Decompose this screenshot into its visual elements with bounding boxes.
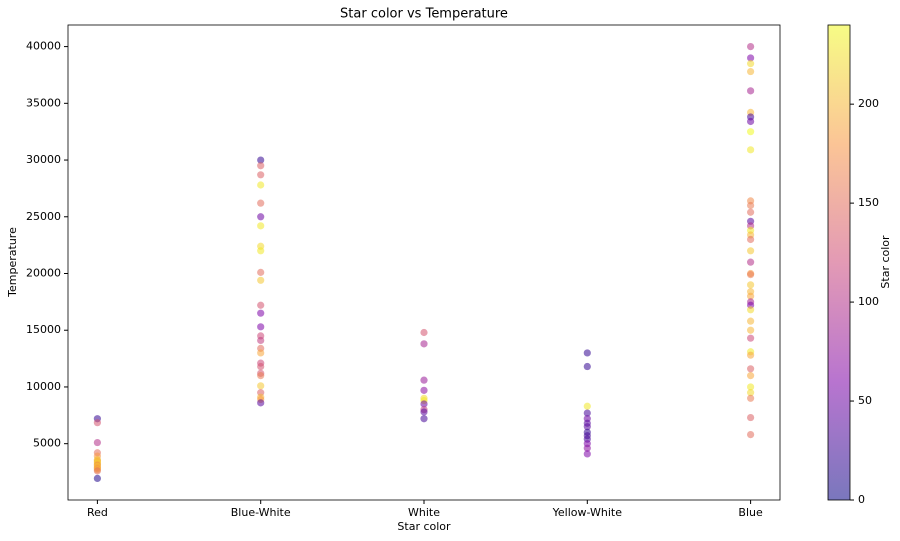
y-tick-label: 35000 — [26, 96, 61, 109]
y-tick-label: 25000 — [26, 210, 61, 223]
point — [257, 323, 265, 331]
point — [747, 271, 755, 279]
point — [583, 444, 591, 452]
x-tick-label: Red — [87, 506, 108, 519]
point — [747, 258, 755, 266]
point — [257, 349, 265, 357]
point — [747, 389, 755, 397]
point — [257, 276, 265, 284]
point — [420, 408, 428, 416]
point — [747, 208, 755, 216]
chart-title: Star color vs Temperature — [340, 7, 508, 22]
x-tick-label: Yellow-White — [552, 506, 623, 519]
colorbar-tick-label: 200 — [858, 97, 879, 110]
point — [420, 386, 428, 394]
y-tick-label: 30000 — [26, 153, 61, 166]
plot-frame — [67, 24, 781, 501]
point — [747, 67, 755, 76]
point — [747, 326, 755, 334]
y-tick-label: 15000 — [26, 323, 61, 336]
point — [583, 423, 591, 431]
point — [747, 87, 755, 95]
point — [747, 235, 755, 244]
x-tick-label: White — [408, 506, 440, 519]
point — [93, 419, 101, 427]
point — [747, 281, 755, 289]
y-tick-label: 20000 — [26, 266, 61, 279]
point — [257, 336, 265, 345]
y-axis-label: Temperature — [6, 227, 19, 298]
x-axis-label: Star color — [397, 520, 451, 533]
point — [747, 365, 755, 373]
point — [420, 415, 428, 423]
point — [583, 409, 591, 417]
colorbar-tick-label: 0 — [858, 493, 865, 506]
point — [747, 317, 755, 325]
point — [747, 394, 755, 402]
point — [747, 42, 755, 51]
point — [583, 349, 591, 357]
colorbar-tick-label: 150 — [858, 196, 879, 209]
x-tick-label: Blue-White — [231, 506, 291, 519]
colorbar-tick-label: 50 — [858, 394, 872, 407]
point — [257, 309, 265, 317]
point — [257, 156, 265, 164]
point — [257, 362, 265, 371]
point — [93, 474, 101, 483]
point — [257, 268, 265, 276]
y-tick-label: 10000 — [26, 380, 61, 393]
point — [257, 181, 265, 189]
point — [747, 292, 755, 300]
point — [747, 54, 755, 62]
point — [747, 413, 755, 422]
point — [257, 301, 265, 309]
point — [747, 201, 755, 210]
point — [420, 376, 428, 384]
colorbar-label: Star color — [879, 235, 892, 289]
point — [257, 372, 265, 380]
point — [747, 334, 755, 342]
point — [257, 222, 265, 230]
point — [257, 247, 265, 255]
point — [420, 340, 428, 348]
point — [583, 402, 591, 410]
point — [257, 382, 265, 390]
point — [747, 146, 755, 154]
y-tick-label: 40000 — [26, 40, 61, 53]
point — [747, 372, 755, 380]
point — [747, 351, 755, 359]
x-tick-label: Blue — [738, 506, 763, 519]
point — [747, 247, 755, 255]
point — [93, 467, 101, 475]
point — [420, 328, 428, 337]
point — [93, 438, 101, 447]
point — [583, 450, 591, 458]
point — [420, 400, 428, 408]
point — [747, 306, 755, 314]
point — [747, 431, 755, 439]
y-tick-label: 5000 — [33, 437, 61, 450]
point — [257, 162, 265, 170]
point — [747, 60, 755, 68]
point — [257, 213, 265, 221]
colorbar — [827, 24, 851, 501]
point — [257, 399, 265, 407]
point — [257, 199, 265, 207]
point — [747, 128, 755, 136]
point — [257, 171, 265, 179]
point — [747, 117, 755, 126]
point — [583, 362, 591, 371]
point — [747, 383, 755, 391]
colorbar-tick-label: 100 — [858, 295, 879, 308]
